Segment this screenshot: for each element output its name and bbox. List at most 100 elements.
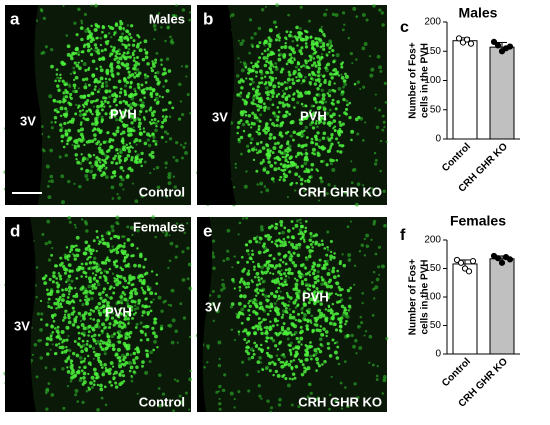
cell [336, 150, 340, 153]
cell [253, 298, 257, 301]
ventricle [5, 217, 36, 412]
cell [106, 244, 111, 249]
cell [95, 164, 99, 168]
cell [113, 277, 116, 280]
cell [90, 385, 94, 389]
cell [335, 53, 340, 58]
cell [327, 297, 330, 300]
y-axis-label: Number of Fos+ [408, 42, 419, 119]
cell [282, 237, 286, 241]
cell [239, 95, 242, 98]
cell [111, 272, 115, 275]
cell [286, 196, 289, 199]
chart-title: Females [450, 213, 506, 229]
cell [143, 39, 148, 44]
cell [281, 261, 285, 264]
cell [151, 326, 155, 330]
cell [96, 104, 100, 109]
cell [313, 96, 317, 101]
cell [257, 125, 261, 128]
cell [68, 355, 71, 358]
cell [86, 339, 89, 343]
cell [307, 307, 311, 312]
cell [153, 28, 157, 32]
cell [146, 62, 150, 66]
cell [94, 117, 98, 121]
cell [372, 219, 377, 224]
cell [47, 258, 52, 262]
cell [281, 243, 286, 248]
cell [299, 5, 303, 9]
cell [115, 86, 118, 89]
cell [70, 269, 74, 273]
cell [88, 289, 92, 294]
cell [99, 339, 103, 343]
cell [93, 371, 98, 376]
cell [271, 88, 275, 92]
cell [95, 376, 98, 380]
cell [104, 80, 108, 84]
cell [312, 268, 317, 272]
cell [329, 42, 333, 45]
cell [108, 95, 112, 99]
cell [299, 336, 304, 341]
cell [294, 285, 298, 290]
cell [90, 164, 94, 169]
cell [333, 184, 337, 188]
cell [237, 120, 241, 125]
cell [77, 87, 80, 90]
cell [39, 328, 43, 332]
cell [284, 36, 288, 40]
cell [51, 331, 55, 334]
cell [286, 140, 290, 144]
cell [73, 78, 76, 81]
cell [55, 302, 60, 306]
cell [77, 50, 81, 54]
cell [157, 80, 161, 85]
cell [295, 291, 299, 296]
cell [308, 270, 311, 273]
cell [116, 60, 121, 64]
cell [128, 277, 133, 282]
data-point [506, 256, 514, 263]
cell [286, 146, 290, 151]
cell [50, 393, 55, 397]
cell [114, 54, 118, 58]
cell [315, 357, 319, 362]
cell [305, 350, 309, 354]
cell [286, 337, 290, 341]
cell [102, 96, 106, 100]
cell [234, 162, 237, 166]
cell [253, 268, 256, 271]
cell [310, 162, 315, 167]
cell [288, 52, 292, 57]
cell [300, 82, 303, 85]
cell [322, 42, 326, 46]
cell [123, 56, 128, 61]
cell [292, 251, 296, 255]
cell [240, 255, 244, 259]
cell [316, 70, 321, 74]
cell [92, 153, 96, 157]
cell [117, 334, 122, 338]
cell [269, 336, 274, 340]
cell [106, 155, 110, 159]
cell [237, 333, 241, 336]
cell [307, 19, 311, 23]
cell [96, 407, 100, 412]
cell [44, 45, 49, 49]
data-point [469, 257, 477, 265]
cell [303, 369, 307, 374]
cell [325, 192, 329, 196]
cell [335, 137, 339, 141]
cell [248, 133, 252, 137]
cell [87, 312, 92, 317]
cell [314, 122, 318, 125]
cell [329, 309, 334, 314]
cell [123, 286, 127, 290]
cell [331, 48, 335, 53]
cell [283, 168, 287, 172]
cell [262, 168, 267, 172]
cell [363, 334, 366, 337]
cell [344, 311, 349, 316]
